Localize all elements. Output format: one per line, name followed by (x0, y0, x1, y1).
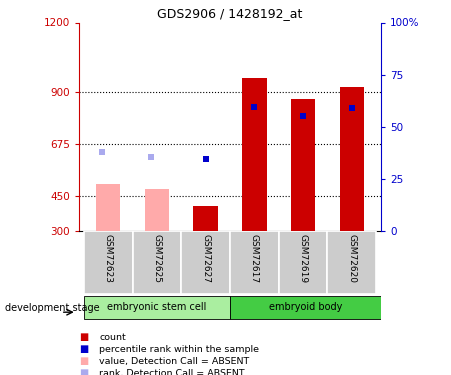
Bar (230, 231, 279, 294)
Text: GSM72620: GSM72620 (347, 234, 356, 283)
Bar (145, 189, 169, 231)
Bar (279, 231, 327, 294)
Text: GSM72625: GSM72625 (152, 234, 161, 283)
Text: embryonic stem cell: embryonic stem cell (107, 303, 207, 312)
Text: ■: ■ (79, 332, 88, 342)
Text: value, Detection Call = ABSENT: value, Detection Call = ABSENT (99, 357, 249, 366)
Text: count: count (99, 333, 126, 342)
Text: GSM72627: GSM72627 (201, 234, 210, 283)
Bar (291, 99, 315, 231)
Text: ■: ■ (79, 368, 88, 375)
Text: percentile rank within the sample: percentile rank within the sample (99, 345, 259, 354)
Text: GSM72619: GSM72619 (299, 234, 308, 283)
Text: GSM72623: GSM72623 (104, 234, 113, 283)
Bar (84, 296, 230, 320)
Title: GDS2906 / 1428192_at: GDS2906 / 1428192_at (157, 7, 303, 20)
Bar (133, 231, 181, 294)
Text: embryoid body: embryoid body (269, 303, 342, 312)
Bar (84, 231, 133, 294)
Text: ■: ■ (79, 344, 88, 354)
Text: rank, Detection Call = ABSENT: rank, Detection Call = ABSENT (99, 369, 245, 375)
Bar (193, 206, 218, 231)
Text: ■: ■ (79, 356, 88, 366)
Text: development stage: development stage (5, 303, 99, 313)
Bar (327, 231, 376, 294)
Bar (181, 231, 230, 294)
Bar (340, 87, 364, 231)
Bar (230, 296, 381, 320)
Bar (242, 78, 267, 231)
Bar (96, 184, 120, 231)
Text: GSM72617: GSM72617 (250, 234, 259, 283)
